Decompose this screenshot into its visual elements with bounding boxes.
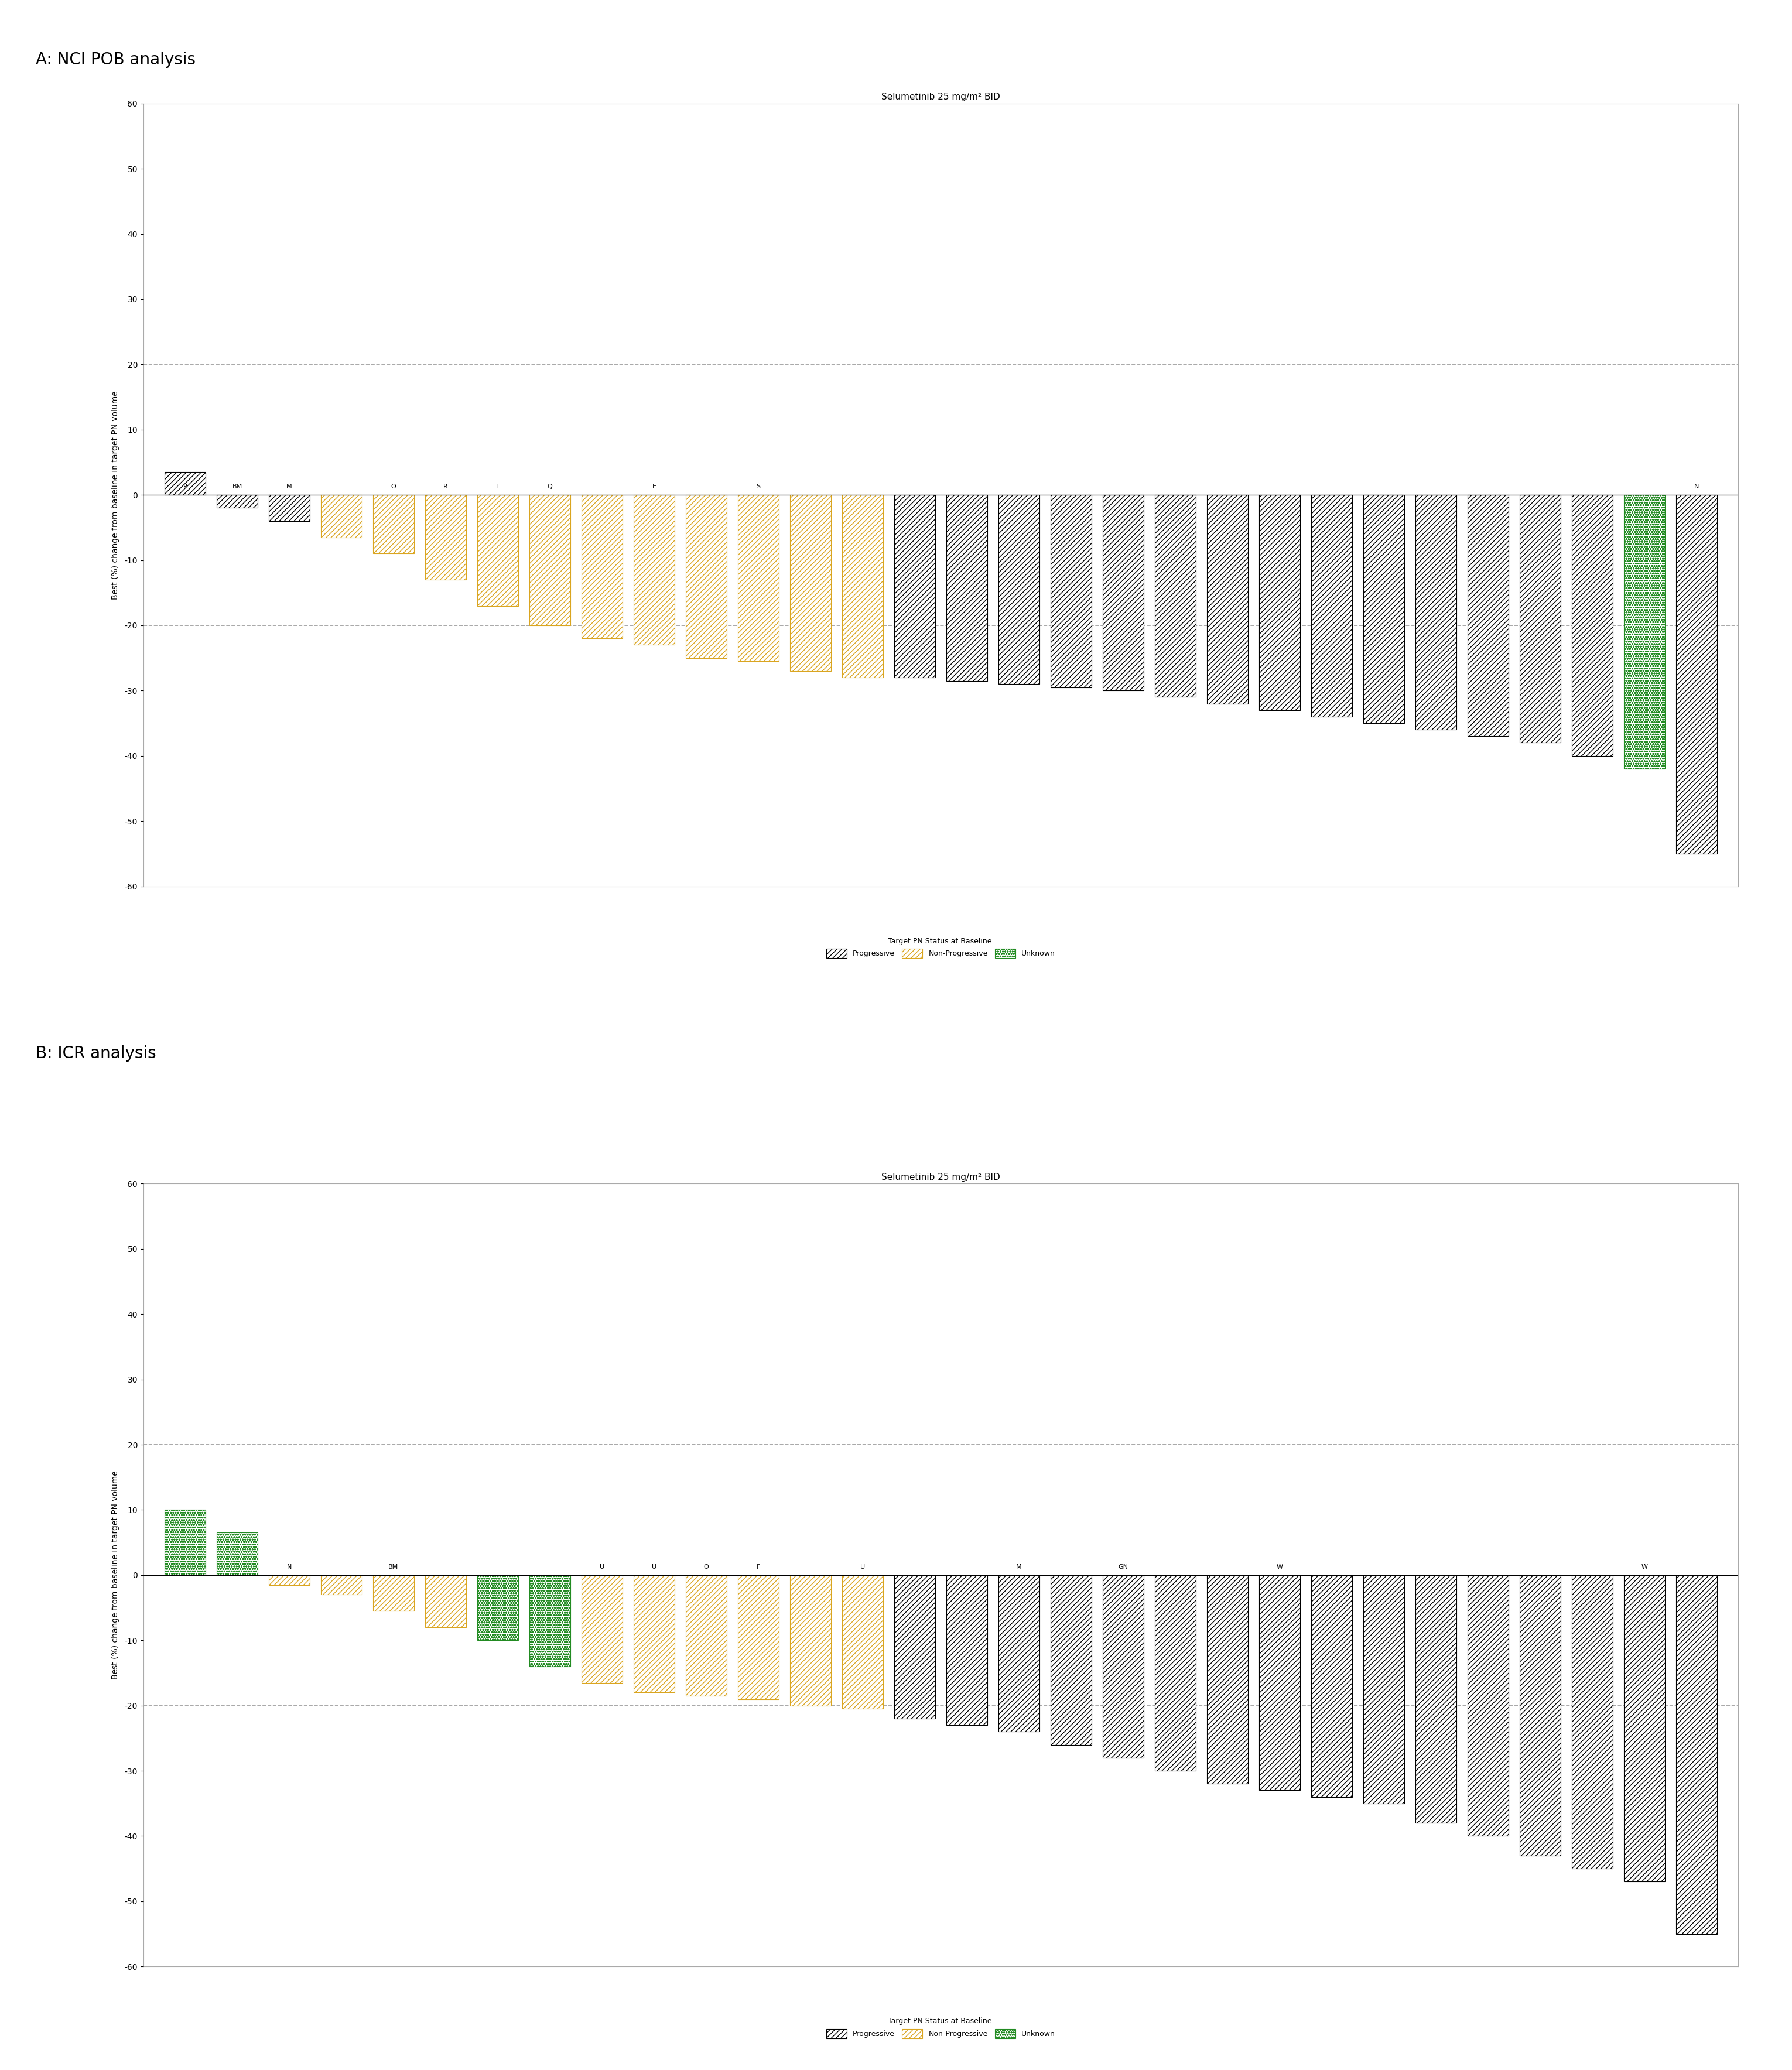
Text: S: S (756, 484, 760, 491)
Bar (165, 472, 206, 495)
Bar (842, 1575, 883, 1710)
Bar (790, 1575, 831, 1706)
Text: U: U (652, 1565, 656, 1569)
Bar (686, 1575, 726, 1695)
Bar (321, 1575, 362, 1594)
Title: Selumetinib 25 mg/m² BID: Selumetinib 25 mg/m² BID (882, 1172, 1000, 1182)
Text: Q: Q (547, 484, 552, 491)
Bar (425, 1575, 466, 1627)
Text: M: M (1016, 1565, 1021, 1569)
Text: O: O (391, 484, 396, 491)
Bar (1572, 495, 1613, 756)
Bar (1260, 1575, 1299, 1791)
Bar (373, 495, 414, 553)
Bar (1416, 495, 1457, 731)
Text: Q: Q (704, 1565, 710, 1569)
Bar (894, 495, 935, 677)
Bar (1208, 495, 1247, 704)
Bar (1102, 495, 1143, 691)
Bar (634, 495, 674, 646)
Text: R: R (443, 484, 448, 491)
Bar (1624, 495, 1665, 768)
Text: E: E (652, 484, 656, 491)
Text: U: U (860, 1565, 866, 1569)
Bar (425, 495, 466, 580)
Bar (1050, 495, 1091, 687)
Bar (1468, 1575, 1509, 1836)
Bar (321, 495, 362, 538)
Bar (1364, 1575, 1405, 1803)
Bar (269, 495, 310, 522)
Bar (530, 495, 570, 625)
Bar (165, 1509, 206, 1575)
Bar (1312, 495, 1351, 716)
Bar (269, 1575, 310, 1586)
Bar (1312, 1575, 1351, 1797)
Legend: Progressive, Non-Progressive, Unknown: Progressive, Non-Progressive, Unknown (823, 934, 1059, 960)
Bar (1676, 1575, 1717, 1933)
Bar (477, 1575, 518, 1639)
Title: Selumetinib 25 mg/m² BID: Selumetinib 25 mg/m² BID (882, 93, 1000, 101)
Text: W: W (1641, 1565, 1647, 1569)
Bar (738, 495, 780, 660)
Bar (1050, 1575, 1091, 1745)
Bar (1102, 1575, 1143, 1757)
Bar (1364, 495, 1405, 722)
Bar (686, 495, 726, 658)
Text: B: ICR analysis: B: ICR analysis (36, 1045, 156, 1062)
Text: W: W (1276, 1565, 1283, 1569)
Bar (373, 1575, 414, 1610)
Bar (1624, 1575, 1665, 1882)
Bar (738, 1575, 780, 1699)
Text: F: F (756, 1565, 760, 1569)
Bar (1468, 495, 1509, 737)
Text: N: N (1693, 484, 1699, 491)
Bar (998, 495, 1039, 683)
Bar (1572, 1575, 1613, 1869)
Bar (790, 495, 831, 671)
Text: M: M (287, 484, 292, 491)
Bar (530, 1575, 570, 1666)
Bar (477, 495, 518, 607)
Text: GN: GN (1118, 1565, 1129, 1569)
Bar (1260, 495, 1299, 710)
Bar (894, 1575, 935, 1718)
Text: T: T (496, 484, 500, 491)
Bar (1676, 495, 1717, 853)
Bar (1156, 1575, 1195, 1770)
Text: N: N (287, 1565, 292, 1569)
Text: A: NCI POB analysis: A: NCI POB analysis (36, 52, 195, 68)
Bar (217, 1532, 258, 1575)
Y-axis label: Best (%) change from baseline in target PN volume: Best (%) change from baseline in target … (111, 391, 120, 600)
Bar (634, 1575, 674, 1693)
Bar (1520, 495, 1561, 743)
Bar (217, 495, 258, 507)
Bar (998, 1575, 1039, 1733)
Bar (946, 1575, 987, 1724)
Text: BM: BM (389, 1565, 398, 1569)
Bar (842, 495, 883, 677)
Bar (1416, 1575, 1457, 1824)
Text: P: P (183, 484, 186, 491)
Text: BM: BM (233, 484, 242, 491)
Text: U: U (600, 1565, 604, 1569)
Bar (1156, 495, 1195, 698)
Bar (582, 495, 622, 638)
Bar (1520, 1575, 1561, 1855)
Legend: Progressive, Non-Progressive, Unknown: Progressive, Non-Progressive, Unknown (823, 2014, 1059, 2041)
Bar (582, 1575, 622, 1683)
Y-axis label: Best (%) change from baseline in target PN volume: Best (%) change from baseline in target … (111, 1470, 120, 1679)
Bar (946, 495, 987, 681)
Bar (1208, 1575, 1247, 1784)
